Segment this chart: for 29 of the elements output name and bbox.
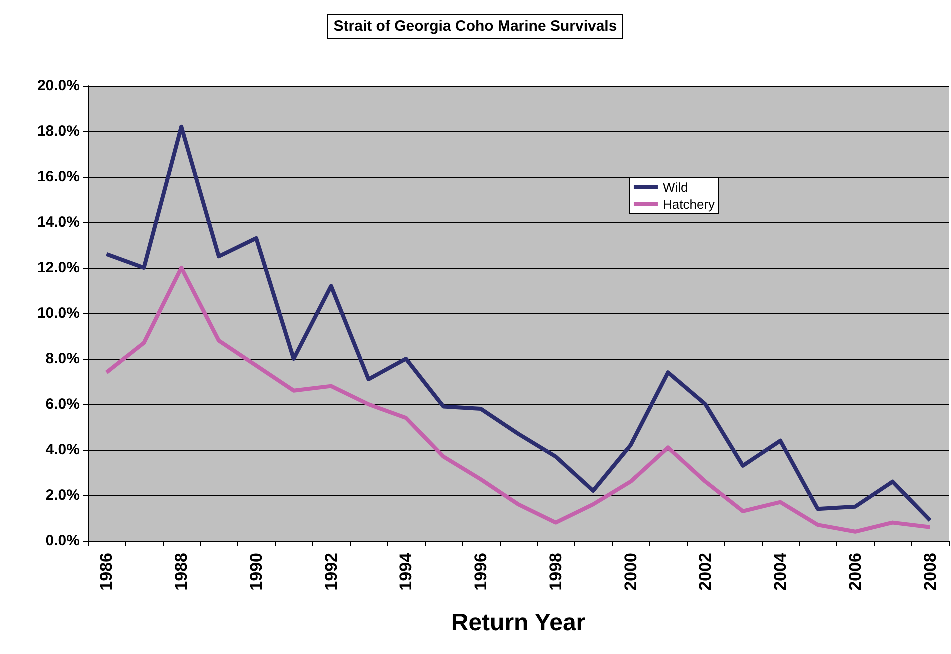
y-tick-label: 2.0% bbox=[46, 487, 80, 504]
x-tick-label: 2000 bbox=[621, 553, 640, 591]
y-tick-label: 0.0% bbox=[46, 532, 80, 550]
y-tick-label: 6.0% bbox=[46, 396, 80, 413]
y-tick-label: 12.0% bbox=[37, 260, 80, 276]
x-tick-label: 2008 bbox=[920, 553, 940, 591]
y-tick-label: 4.0% bbox=[46, 442, 80, 458]
x-tick-label: 2006 bbox=[846, 553, 865, 591]
x-tick-label: 1988 bbox=[172, 553, 192, 591]
x-tick-label: 1996 bbox=[472, 553, 491, 591]
legend-label: Hatchery bbox=[662, 197, 716, 212]
y-tick-label: 18.0% bbox=[37, 123, 80, 140]
x-tick-label: 2004 bbox=[771, 552, 790, 591]
x-tick-label: 1992 bbox=[322, 553, 341, 591]
y-tick-label: 16.0% bbox=[37, 168, 80, 186]
y-tick-label: 14.0% bbox=[37, 214, 80, 231]
x-tick-label: 1990 bbox=[246, 553, 266, 591]
x-tick-label: 1998 bbox=[546, 553, 566, 591]
y-tick-label: 8.0% bbox=[46, 350, 80, 368]
chart-title: Strait of Georgia Coho Marine Survivals bbox=[334, 18, 618, 35]
x-tick-label: 1994 bbox=[396, 552, 416, 591]
y-tick-label: 10.0% bbox=[37, 305, 80, 322]
line-series bbox=[104, 266, 932, 534]
x-axis-title: Return Year bbox=[451, 610, 586, 636]
line-series bbox=[104, 124, 932, 523]
x-tick-label: 2002 bbox=[696, 553, 716, 591]
x-tick-label: 1986 bbox=[97, 553, 116, 591]
legend-label: Wild bbox=[662, 180, 688, 195]
y-tick-label: 20.0% bbox=[37, 78, 80, 94]
